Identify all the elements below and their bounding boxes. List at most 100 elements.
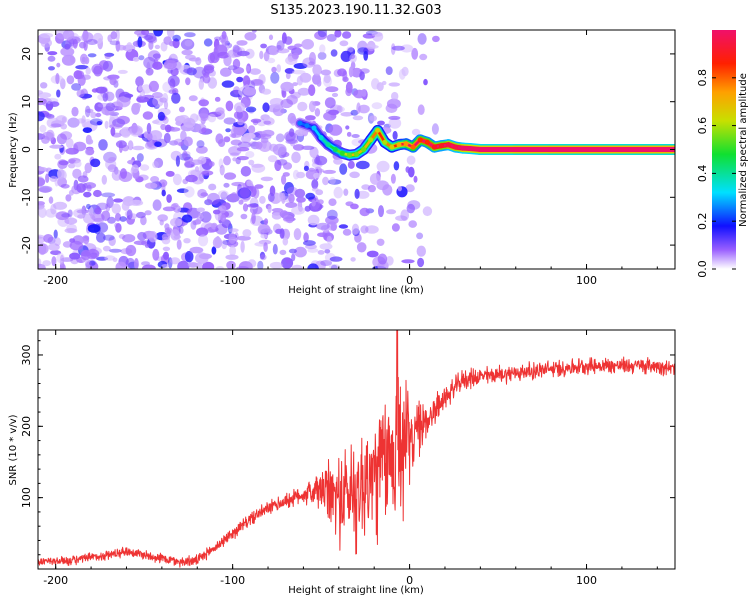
noise-blob	[135, 76, 144, 87]
noise-blob	[308, 167, 316, 172]
spectrogram-x-tick-label: -100	[220, 274, 245, 287]
noise-blob	[214, 96, 221, 102]
noise-blob	[326, 209, 338, 220]
noise-blob	[259, 195, 266, 204]
noise-blob	[76, 89, 85, 98]
noise-blob	[317, 250, 325, 255]
noise-blob	[196, 227, 209, 237]
noise-blob	[322, 169, 336, 174]
noise-blob	[41, 131, 54, 140]
noise-blob	[397, 185, 402, 192]
noise-blob	[196, 207, 205, 213]
signal-trace-point	[354, 151, 359, 157]
noise-blob	[71, 106, 79, 117]
noise-blob	[216, 266, 224, 269]
noise-blob	[163, 132, 171, 144]
noise-blob	[167, 75, 180, 87]
noise-blob	[49, 175, 58, 182]
noise-blob	[231, 181, 245, 187]
noise-blob	[87, 224, 101, 233]
noise-blob	[223, 155, 231, 166]
noise-blob	[80, 249, 91, 261]
noise-blob	[48, 243, 60, 251]
noise-blob	[232, 44, 240, 53]
noise-blob	[408, 166, 415, 178]
spectrogram-y-tick-label: 20	[20, 47, 33, 61]
noise-blob	[303, 240, 316, 246]
noise-blob	[183, 136, 193, 147]
noise-blob	[408, 220, 418, 228]
noise-blob	[48, 196, 54, 204]
noise-blob	[324, 249, 331, 254]
noise-blob	[48, 66, 55, 71]
noise-blob	[53, 229, 58, 239]
noise-blob	[142, 264, 156, 269]
noise-blob	[183, 68, 194, 74]
noise-blob	[76, 118, 86, 124]
noise-blob	[247, 259, 257, 268]
signal-trace-point	[438, 143, 444, 149]
noise-blob	[109, 40, 120, 46]
noise-blob	[51, 256, 57, 267]
noise-blob	[141, 261, 150, 266]
noise-blob	[320, 69, 332, 76]
noise-blob	[252, 79, 263, 85]
noise-blob	[60, 47, 75, 57]
noise-blob	[163, 251, 169, 260]
noise-blob	[223, 172, 237, 180]
noise-blob	[136, 211, 146, 219]
noise-blob	[388, 115, 401, 120]
noise-blob	[367, 184, 376, 193]
noise-blob	[242, 75, 251, 87]
noise-blob	[228, 146, 242, 156]
noise-blob	[400, 209, 410, 221]
noise-blob	[153, 30, 163, 37]
spectrogram-y-tick-label: 0	[20, 146, 33, 153]
noise-blob	[110, 31, 118, 40]
noise-blob	[188, 57, 201, 62]
noise-blob	[314, 155, 328, 166]
noise-blob	[411, 47, 419, 60]
noise-blob	[117, 69, 128, 74]
noise-blob	[308, 84, 316, 96]
noise-blob	[57, 159, 68, 170]
snr-x-tick-label: -100	[220, 574, 245, 587]
noise-blob	[328, 198, 337, 206]
noise-blob	[225, 254, 239, 260]
noise-blob	[98, 139, 108, 151]
noise-blob	[198, 172, 205, 182]
noise-blob	[279, 249, 287, 256]
noise-blob	[271, 208, 283, 213]
noise-blob	[60, 257, 74, 262]
spectrogram-signal-trace	[294, 117, 675, 161]
noise-blob	[221, 239, 228, 250]
noise-blob	[245, 151, 255, 158]
noise-blob	[285, 132, 298, 144]
noise-blob	[371, 102, 383, 110]
noise-blob	[391, 45, 405, 51]
noise-blob	[90, 158, 101, 168]
noise-blob	[126, 42, 133, 53]
noise-blob	[244, 32, 257, 41]
noise-blob	[170, 229, 181, 241]
noise-blob	[196, 140, 205, 148]
noise-blob	[282, 237, 289, 246]
noise-blob	[178, 226, 184, 235]
noise-blob	[225, 100, 234, 112]
noise-blob	[269, 261, 284, 269]
noise-blob	[337, 68, 347, 77]
spectrogram-xlabel: Height of straight line (km)	[288, 285, 424, 296]
noise-blob	[330, 223, 337, 231]
noise-blob	[257, 260, 264, 269]
noise-blob	[269, 143, 279, 152]
noise-blob	[243, 87, 257, 96]
noise-blob	[80, 53, 88, 65]
noise-blob	[388, 82, 401, 87]
noise-blob	[348, 66, 354, 78]
noise-blob	[207, 192, 220, 205]
noise-blob	[128, 125, 143, 136]
noise-blob	[286, 186, 298, 196]
noise-blob	[132, 56, 140, 62]
noise-blob	[64, 217, 78, 225]
noise-blob	[60, 131, 73, 140]
